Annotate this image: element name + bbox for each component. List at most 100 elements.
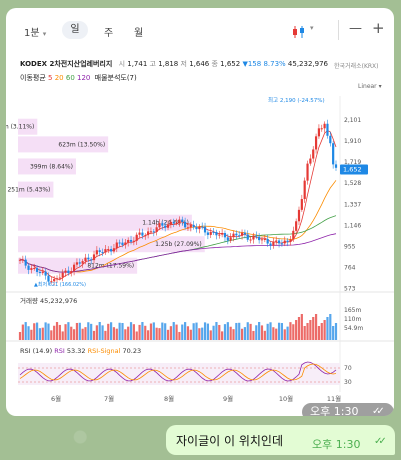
volume-bar <box>306 323 309 340</box>
candle-body <box>35 267 39 272</box>
chevron-down-icon[interactable]: ▾ <box>310 24 314 32</box>
open-label: 시 <box>118 60 126 68</box>
volume-profile-bar-5 <box>18 236 205 253</box>
candle-body <box>38 271 42 273</box>
ma5-label[interactable]: 5 <box>48 74 53 82</box>
price-tick-5: 1,528 <box>344 180 361 187</box>
photo-time: 오후 1:30 <box>310 405 359 416</box>
candle-body <box>152 231 155 233</box>
volume-bar <box>149 323 153 340</box>
volume-bar <box>192 323 195 340</box>
tab-day[interactable]: 일 <box>62 21 88 39</box>
volume-bar <box>50 330 53 340</box>
candle-body <box>303 180 306 200</box>
candle-body <box>115 242 118 249</box>
candle-body <box>275 240 278 242</box>
volume-bar <box>312 317 315 340</box>
tab-month[interactable]: 월 <box>134 28 144 39</box>
volume-profile: 144m (3.11%) 623m (13.50%) 399m (8.64%) 251… <box>6 118 205 274</box>
chart-message-bubble: 1분 ▾ 일 주 월 ▾ — + KODEX 2차전지산업레버리지 시 1,74… <box>6 8 394 416</box>
candle-body <box>212 231 215 233</box>
volume-bar <box>209 330 212 340</box>
candle-body <box>246 234 249 240</box>
candle-body <box>158 223 161 228</box>
candle-body <box>109 249 113 252</box>
volume-bar <box>295 320 298 340</box>
volume-bar <box>21 324 24 340</box>
ma-label: 이동평균 <box>20 74 46 82</box>
volume-bar <box>24 322 27 340</box>
minimize-button[interactable]: — <box>349 21 362 36</box>
volume-bar <box>169 326 172 340</box>
ma120-label[interactable]: 120 <box>77 74 91 82</box>
volume-bar <box>334 323 338 340</box>
candle-body <box>72 264 76 272</box>
chat-message[interactable]: 자이글이 이 위치인데 오후 1:30 ✓✓ <box>166 425 395 455</box>
candle-body <box>181 219 184 222</box>
price-tick-1: 764 <box>344 264 356 271</box>
price-chart[interactable]: 144m (3.11%) 623m (13.50%) 399m (8.64%) 251… <box>6 8 394 408</box>
volume-bar <box>135 331 138 340</box>
candle-body <box>226 237 229 241</box>
volume-tick-2: 54.9m <box>344 325 363 332</box>
volume-bar <box>155 327 158 340</box>
candle-body <box>266 238 269 244</box>
volume-bar <box>164 323 167 340</box>
candle-body <box>283 240 286 244</box>
ma120-line <box>19 233 337 273</box>
volume-bar <box>124 329 127 340</box>
volume-bar <box>81 328 84 340</box>
tab-week[interactable]: 주 <box>104 28 114 39</box>
current-price-tag: 1,652 <box>340 164 368 175</box>
candle-body <box>258 236 261 241</box>
volume-bar <box>84 327 87 340</box>
candle-body <box>78 262 81 264</box>
volume-bar <box>186 326 190 340</box>
candle-body <box>332 143 335 165</box>
interval-select[interactable]: 1분 ▾ <box>24 24 46 39</box>
candle-body <box>87 257 90 260</box>
volume-profile-label-0: 144m (3.11%) <box>6 124 34 131</box>
candle-body <box>132 240 135 242</box>
volume-bar <box>277 322 281 340</box>
rsi-band <box>18 363 340 385</box>
change-pct: 8.73% <box>263 60 286 68</box>
volume-bar <box>70 326 73 340</box>
indicator-row: 이동평균 5 20 60 120 매물분석도(7) <box>20 73 137 83</box>
scale-select[interactable]: Linear ▾ <box>358 83 382 90</box>
time-tick-3: 9월 <box>223 394 233 403</box>
candle-body <box>138 232 141 235</box>
volume-bar <box>64 324 67 340</box>
volume-bar <box>184 322 187 340</box>
volume-bar <box>323 320 326 340</box>
candle-body <box>289 239 292 242</box>
candle-body <box>178 219 181 223</box>
ma60-label[interactable]: 60 <box>65 74 75 82</box>
candle-body <box>317 128 321 137</box>
candle-body <box>149 231 153 233</box>
add-button[interactable]: + <box>372 19 385 37</box>
candlestick-icon[interactable] <box>292 23 306 38</box>
candle-body <box>277 240 281 244</box>
volume-bar <box>101 325 104 340</box>
price-tick-3: 1,146 <box>344 222 361 229</box>
volume-bar <box>317 326 321 340</box>
double-check-icon: ✓✓ <box>374 436 387 447</box>
volume-bar <box>166 329 170 340</box>
volume-bar <box>75 322 79 340</box>
volume-profile-label[interactable]: 매물분석도(7) <box>94 74 137 82</box>
price-tick-6: 1,719 <box>344 159 361 166</box>
time-axis: 6월 7월 8월 9월 10월 11월 <box>51 394 341 403</box>
candle-body <box>280 243 284 245</box>
ma20-label[interactable]: 20 <box>54 74 64 82</box>
volume-title: 거래량 45,232,976 <box>20 296 77 305</box>
volume-bar <box>138 324 141 340</box>
rsi-title: RSI (14.9) RSI 53.32 RSI-Signal 70.23 <box>20 347 141 355</box>
price-axis: 573 764 955 1,146 1,337 1,528 1,719 1,910 2,101 <box>344 117 361 293</box>
price-tick-4: 1,337 <box>344 201 361 208</box>
volume-bar <box>289 322 292 340</box>
candle-body <box>292 230 295 240</box>
volume-bar <box>326 317 329 340</box>
candle-body <box>286 240 289 242</box>
candle-body <box>218 234 221 236</box>
